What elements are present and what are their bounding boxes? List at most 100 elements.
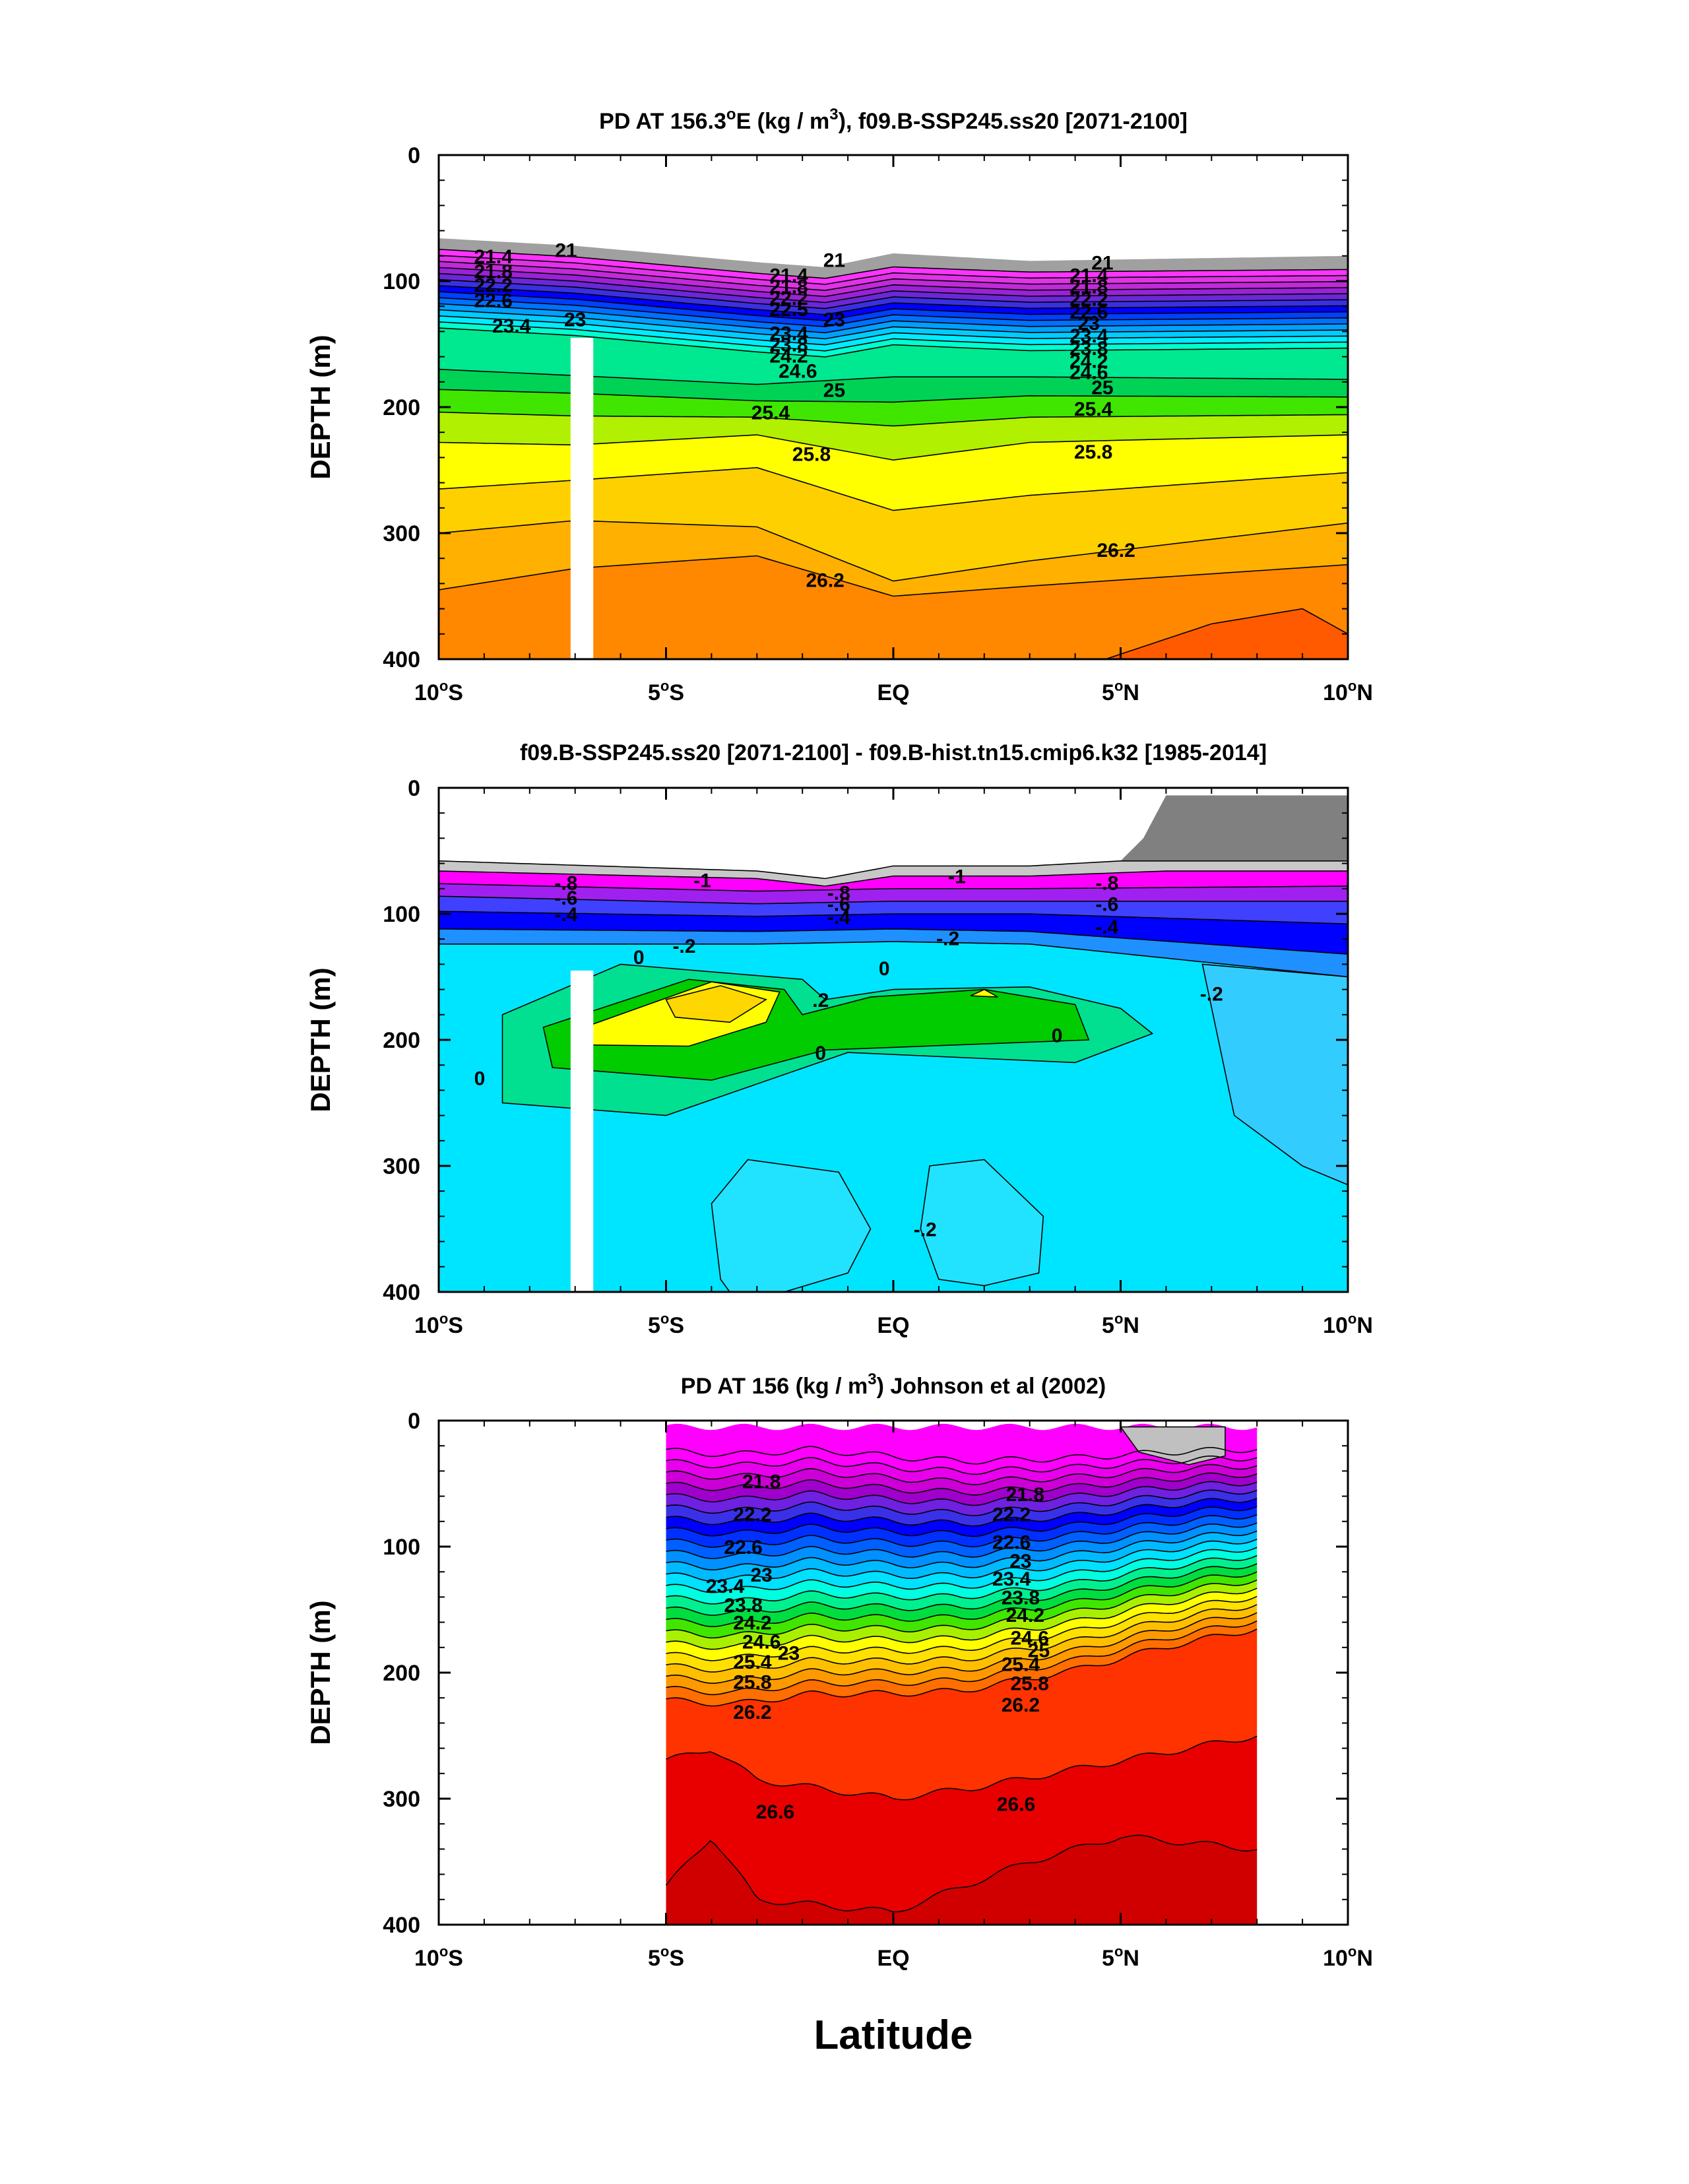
contour-label: 22.6 <box>474 290 512 312</box>
contour-band <box>439 321 1348 357</box>
contour-label: 24.6 <box>742 1631 781 1653</box>
panel-title: PD AT 156.3oE (kg / m3), f09.B-SSP245.ss… <box>599 106 1188 134</box>
x-tick-label: 10oS <box>414 1943 463 1971</box>
panel-model-density: PD AT 156.3oE (kg / m3), f09.B-SSP245.ss… <box>305 106 1373 705</box>
contour-label: 25.8 <box>1074 441 1112 463</box>
contour-labels: 21.822.222.62323.423.824.224.62325.425.8… <box>706 1471 1050 1823</box>
contour-label: 24.2 <box>1006 1605 1044 1626</box>
contour-line <box>439 303 1348 334</box>
contour-label: 23.8 <box>1069 338 1108 360</box>
x-tick-labels: 10oS 5oS EQ 5oN 10oN <box>414 678 1373 705</box>
contour-label: 23.4 <box>769 323 808 344</box>
contour-line <box>1119 1426 1226 1465</box>
contour-label: -.4 <box>827 907 850 928</box>
contour-line <box>439 261 1348 291</box>
contour-line <box>439 870 1348 887</box>
contour-line <box>542 979 1090 1081</box>
y-axis-label: DEPTH (m) <box>305 335 336 479</box>
contour-label: -1 <box>948 866 966 888</box>
x-tick-label: EQ <box>877 680 909 705</box>
x-axis-title: Latitude <box>813 2012 972 2058</box>
contour-band <box>439 896 1348 924</box>
contour-line <box>439 309 1348 340</box>
contour-band <box>439 795 1348 879</box>
contour-label: 26.2 <box>1097 540 1135 562</box>
contour-label: -.8 <box>1095 872 1118 894</box>
contour-label: -1 <box>693 870 711 891</box>
masked-data-band <box>570 970 594 1292</box>
contour-line <box>439 883 1348 892</box>
y-tick-label: 200 <box>383 395 420 420</box>
x-tick-label: 5oS <box>648 1310 684 1338</box>
contour-label: 25 <box>823 379 845 401</box>
contour-label: 22.6 <box>992 1531 1031 1553</box>
contour-band <box>711 1159 871 1292</box>
contour-label: 22.2 <box>733 1504 771 1526</box>
contour-line <box>666 1514 1258 1548</box>
contour-label: 24.2 <box>769 346 808 368</box>
contour-label: 24.2 <box>733 1613 771 1634</box>
contour-label: -.6 <box>1095 894 1118 916</box>
contour-line <box>920 1159 1044 1287</box>
axis-ticks <box>437 154 1349 660</box>
contour-band <box>666 1514 1258 1558</box>
contour-label: 23 <box>1009 1551 1031 1572</box>
contour-band <box>666 1588 1258 1661</box>
contour-line <box>666 1446 1258 1465</box>
contour-line <box>666 1579 1258 1639</box>
contour-label: -.2 <box>673 936 696 957</box>
contour-band <box>666 985 767 1023</box>
contour-band <box>666 1498 1258 1537</box>
contour-line <box>666 1489 1258 1516</box>
contour-band <box>439 238 1348 278</box>
contour-line <box>439 327 1348 358</box>
contour-line <box>666 1563 1258 1616</box>
x-tick-label: EQ <box>877 1946 909 1971</box>
contour-line <box>666 1539 1258 1582</box>
contour-label: 21 <box>1091 252 1113 274</box>
contour-band <box>666 1446 1258 1475</box>
y-tick-labels: 0 100 200 300 400 <box>383 1409 420 1938</box>
x-tick-label: 5oN <box>1102 678 1139 705</box>
contour-label: 25.8 <box>733 1671 771 1693</box>
contour-band <box>666 1547 1258 1604</box>
contour-band <box>439 412 1348 461</box>
contour-band <box>666 1604 1258 1684</box>
contour-line <box>666 1555 1258 1605</box>
y-tick-label: 200 <box>383 1661 420 1686</box>
contour-band <box>439 435 1348 511</box>
x-tick-labels: 10oS 5oS EQ 5oN 10oN <box>414 1943 1373 1971</box>
contour-label: 23.8 <box>1002 1587 1040 1609</box>
contour-label: 0 <box>879 958 890 980</box>
contour-band <box>439 369 1348 402</box>
contour-label: 21.8 <box>1006 1484 1044 1506</box>
contour-label: 26.6 <box>756 1801 794 1823</box>
contour-label: 25.8 <box>1011 1673 1049 1694</box>
contour-label: 25.4 <box>1002 1654 1040 1676</box>
contour-line <box>439 273 1348 304</box>
contour-label: -.6 <box>554 887 577 909</box>
contour-label: 21.8 <box>742 1471 781 1493</box>
contour-line <box>666 1604 1258 1673</box>
contour-label: -.6 <box>827 894 850 916</box>
contour-label: 23.4 <box>1069 325 1108 347</box>
contour-line <box>970 988 998 998</box>
contour-line <box>665 1834 1258 1913</box>
contour-label: 22.2 <box>992 1504 1031 1526</box>
contour-label: 24.6 <box>779 361 817 383</box>
contour-label: 22.2 <box>769 288 808 309</box>
contour-band <box>666 1464 1258 1495</box>
contour-label: -.8 <box>827 883 850 905</box>
y-axis-label: DEPTH (m) <box>305 967 336 1112</box>
contour-label: 23 <box>1078 313 1100 335</box>
contour-line <box>666 1463 1258 1485</box>
contour-line <box>666 1571 1258 1627</box>
contour-labels: -1-.8-.6-.4-.8-.6-.4-.2-1-.2-.8-.6-.400.… <box>474 866 1223 1241</box>
contour-label: 0 <box>474 1068 486 1089</box>
contour-label: -.8 <box>554 872 577 894</box>
contour-line <box>439 249 1348 279</box>
contour-line <box>439 315 1348 346</box>
contour-line <box>666 1595 1258 1661</box>
